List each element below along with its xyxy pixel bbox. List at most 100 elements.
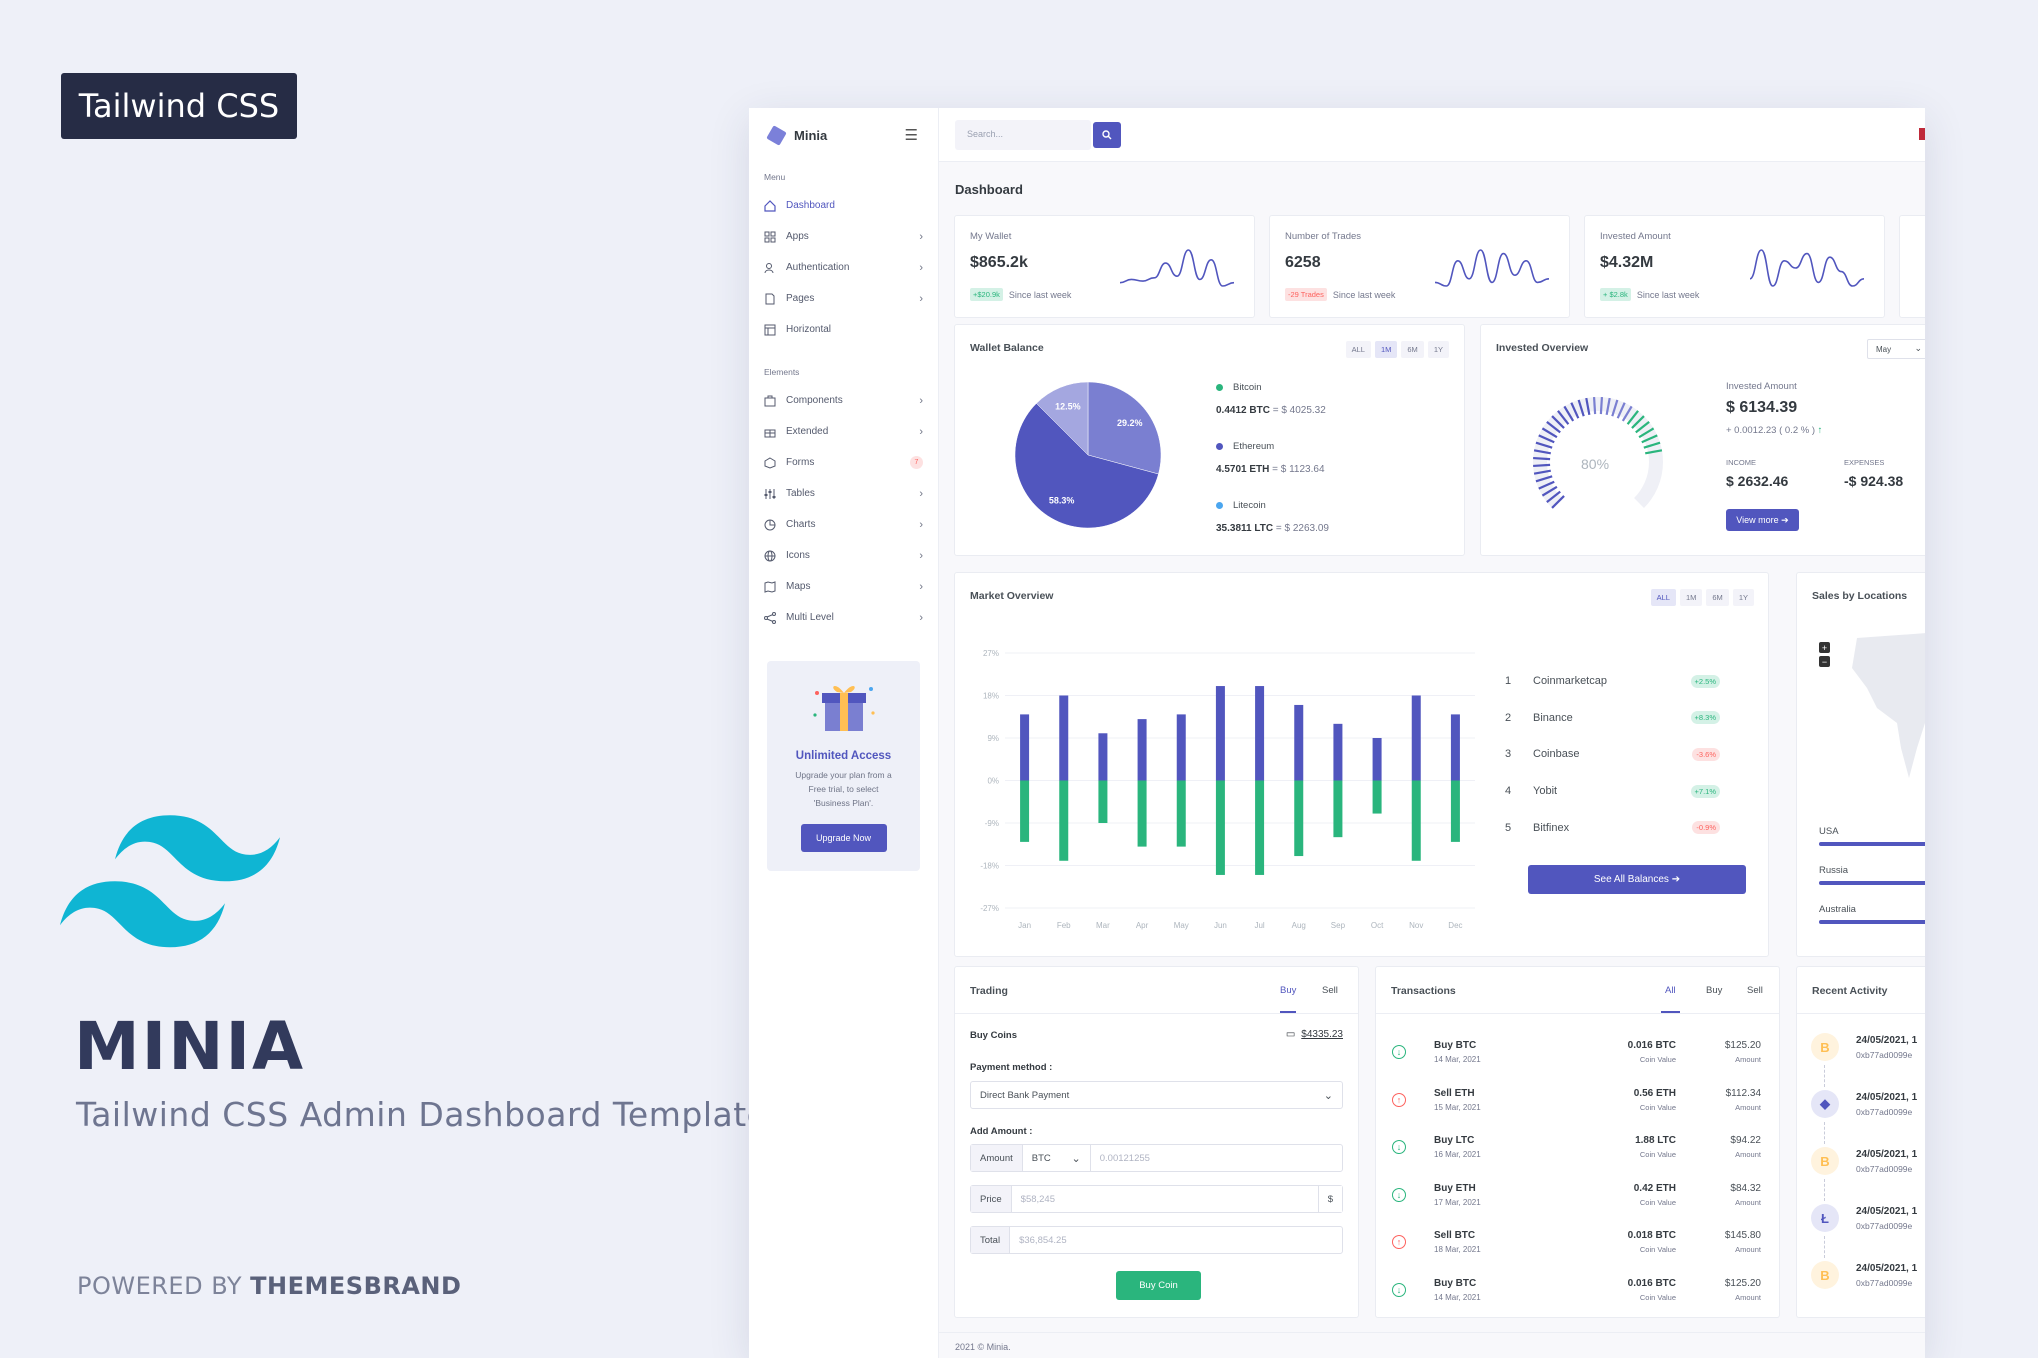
pie-slice[interactable] bbox=[1087, 381, 1162, 475]
bar-negative[interactable] bbox=[1411, 780, 1421, 861]
menu-toggle-icon[interactable]: ☰ bbox=[904, 127, 918, 144]
coin-select[interactable]: BTC ⌄ bbox=[1022, 1145, 1091, 1171]
elements-section-title: Elements bbox=[764, 367, 800, 377]
exchange-row[interactable]: 3 Coinbase -3.6% bbox=[1505, 747, 1720, 761]
bar-negative[interactable] bbox=[1098, 780, 1108, 824]
exchange-row[interactable]: 2 Binance +8.3% bbox=[1505, 711, 1720, 725]
y-tick-label: -18% bbox=[980, 862, 999, 871]
sidebar-item-components[interactable]: Components › bbox=[749, 385, 938, 416]
sidebar-item-apps[interactable]: Apps › bbox=[749, 221, 938, 252]
view-more-button[interactable]: View more ➔ bbox=[1726, 509, 1799, 531]
tab-1y[interactable]: 1Y bbox=[1732, 589, 1754, 606]
bar-positive[interactable] bbox=[1333, 723, 1343, 781]
sidebar-item-forms[interactable]: Forms 7 bbox=[749, 447, 938, 478]
app-name[interactable]: Minia bbox=[794, 127, 828, 143]
bar-positive[interactable] bbox=[1294, 704, 1304, 781]
sidebar-item-multi-level[interactable]: Multi Level › bbox=[749, 602, 938, 633]
tab-sell[interactable]: Sell bbox=[1322, 985, 1338, 996]
bar-negative[interactable] bbox=[1059, 780, 1069, 861]
sales-by-locations-title: Sales by Locations bbox=[1812, 590, 1908, 602]
stat-sparkline bbox=[1119, 249, 1235, 287]
total-input[interactable]: $36,854.25 bbox=[1019, 1234, 1067, 1246]
tab-buy[interactable]: Buy bbox=[1280, 985, 1297, 1013]
activity-row[interactable]: B 24/05/2021, 1 0xb77ad0099e bbox=[1811, 1033, 1925, 1079]
bar-positive[interactable] bbox=[1137, 719, 1147, 781]
tab-sell[interactable]: Sell bbox=[1747, 985, 1763, 996]
buy-coin-button[interactable]: Buy Coin bbox=[1116, 1271, 1201, 1300]
activity-row[interactable]: ◆ 24/05/2021, 1 0xb77ad0099e bbox=[1811, 1090, 1925, 1136]
bar-positive[interactable] bbox=[1059, 695, 1069, 781]
tab-6m[interactable]: 6M bbox=[1401, 341, 1424, 358]
bar-positive[interactable] bbox=[1098, 733, 1108, 781]
bar-negative[interactable] bbox=[1372, 780, 1382, 814]
transactions-card: Transactions All Buy Sell ↓ Buy BTC 14 Mar, … bbox=[1375, 966, 1780, 1318]
bar-positive[interactable] bbox=[1255, 686, 1265, 781]
payment-method-select[interactable]: Direct Bank Payment ⌄ bbox=[970, 1081, 1343, 1109]
transaction-row[interactable]: ↓ Buy ETH 17 Mar, 2021 0.42 ETH Coin Value $8… bbox=[1388, 1181, 1761, 1211]
see-all-balances-button[interactable]: See All Balances ➔ bbox=[1528, 865, 1746, 894]
market-tabs: ALL 1M 6M 1Y bbox=[1650, 589, 1754, 606]
activity-row[interactable]: B 24/05/2021, 1 0xb77ad0099e bbox=[1811, 1147, 1925, 1193]
tab-all[interactable]: ALL bbox=[1345, 341, 1371, 358]
sidebar-item-tables[interactable]: Tables › bbox=[749, 478, 938, 509]
sidebar-item-pages[interactable]: Pages › bbox=[749, 283, 938, 314]
tab-all[interactable]: ALL bbox=[1650, 589, 1676, 606]
bar-positive[interactable] bbox=[1411, 695, 1421, 781]
search-button[interactable] bbox=[1093, 122, 1121, 148]
balance-link[interactable]: ▭ $4335.23 bbox=[1285, 1029, 1343, 1040]
tab-buy[interactable]: Buy bbox=[1706, 985, 1723, 996]
bar-negative[interactable] bbox=[1137, 780, 1147, 847]
bar-positive[interactable] bbox=[1020, 714, 1030, 781]
tab-1m[interactable]: 1M bbox=[1679, 589, 1703, 606]
bar-positive[interactable] bbox=[1176, 714, 1186, 781]
invested-amount-label: Invested Amount bbox=[1726, 381, 1797, 392]
amount-input[interactable]: 0.00121255 bbox=[1099, 1152, 1150, 1164]
language-flag-icon[interactable] bbox=[1919, 128, 1925, 140]
bar-negative[interactable] bbox=[1294, 780, 1304, 857]
activity-row[interactable]: Ł 24/05/2021, 1 0xb77ad0099e bbox=[1811, 1204, 1925, 1250]
tab-1m[interactable]: 1M bbox=[1374, 341, 1398, 358]
zoom-out-button[interactable]: − bbox=[1819, 656, 1830, 667]
bar-positive[interactable] bbox=[1372, 738, 1382, 781]
bar-negative[interactable] bbox=[1176, 780, 1186, 847]
bar-positive[interactable] bbox=[1450, 714, 1460, 781]
sidebar-item-charts[interactable]: Charts › bbox=[749, 509, 938, 540]
bar-negative[interactable] bbox=[1333, 780, 1343, 838]
arrow-up-circle-icon: ↑ bbox=[1392, 1235, 1406, 1249]
home-icon bbox=[764, 199, 776, 212]
transaction-name: Sell ETH bbox=[1434, 1087, 1475, 1099]
upgrade-now-button[interactable]: Upgrade Now bbox=[800, 824, 887, 852]
activity-row[interactable]: B 24/05/2021, 1 0xb77ad0099e bbox=[1811, 1261, 1925, 1307]
tab-6m[interactable]: 6M bbox=[1706, 589, 1729, 606]
transaction-row[interactable]: ↓ Buy LTC 16 Mar, 2021 1.88 LTC Coin Value $9… bbox=[1388, 1133, 1761, 1163]
bar-negative[interactable] bbox=[1215, 780, 1225, 875]
sidebar-item-authentication[interactable]: Authentication › bbox=[749, 252, 938, 283]
coin-amount: 0.4412 BTC bbox=[1216, 405, 1270, 416]
price-input[interactable]: $58,245 bbox=[1020, 1193, 1055, 1205]
exchange-row[interactable]: 4 Yobit +7.1% bbox=[1505, 784, 1720, 798]
tab-all[interactable]: All bbox=[1661, 985, 1680, 1013]
tab-1y[interactable]: 1Y bbox=[1427, 341, 1449, 358]
pie-slice[interactable] bbox=[1014, 403, 1159, 529]
bar-negative[interactable] bbox=[1450, 780, 1460, 842]
bar-negative[interactable] bbox=[1255, 780, 1265, 875]
sidebar-item-icons[interactable]: Icons › bbox=[749, 540, 938, 571]
bar-negative[interactable] bbox=[1020, 780, 1030, 842]
transaction-row[interactable]: ↓ Buy BTC 14 Mar, 2021 0.016 BTC Coin Value $… bbox=[1388, 1038, 1761, 1068]
exchange-name: Binance bbox=[1533, 711, 1573, 724]
pie-slice[interactable] bbox=[1036, 381, 1089, 456]
exchange-row[interactable]: 5 Bitfinex -0.9% bbox=[1505, 821, 1720, 835]
bar-positive[interactable] bbox=[1215, 686, 1225, 781]
search-input[interactable]: Search... bbox=[955, 120, 1091, 150]
sidebar-item-maps[interactable]: Maps › bbox=[749, 571, 938, 602]
sidebar-item-extended[interactable]: Extended › bbox=[749, 416, 938, 447]
transaction-row[interactable]: ↑ Sell ETH 15 Mar, 2021 0.56 ETH Coin Value $… bbox=[1388, 1086, 1761, 1116]
market-bar-chart: 27% 18% 9% 0% -9% -18% -27% Jan Feb Mar Apr May Jun J… bbox=[980, 649, 1475, 930]
sidebar-item-horizontal[interactable]: Horizontal bbox=[749, 314, 938, 345]
zoom-in-button[interactable]: + bbox=[1819, 642, 1830, 653]
transaction-row[interactable]: ↓ Buy BTC 14 Mar, 2021 0.016 BTC Coin Value $… bbox=[1388, 1276, 1761, 1306]
sidebar-item-dashboard[interactable]: Dashboard bbox=[749, 190, 938, 221]
exchange-row[interactable]: 1 Coinmarketcap +2.5% bbox=[1505, 674, 1720, 688]
transaction-row[interactable]: ↑ Sell BTC 18 Mar, 2021 0.018 BTC Coin Value… bbox=[1388, 1228, 1761, 1258]
month-select[interactable]: May ⌄ bbox=[1867, 339, 1925, 359]
